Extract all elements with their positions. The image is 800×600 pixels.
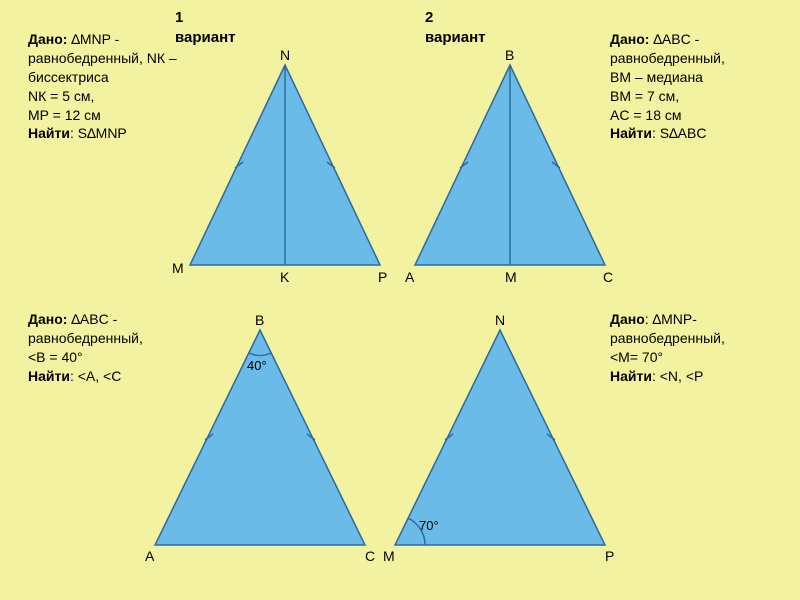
t4-left: M	[383, 548, 395, 564]
variant-2-label: 2 вариант	[425, 8, 486, 47]
triangle-4: N M P 70°	[385, 320, 615, 560]
p2-find-label: Найти	[610, 125, 652, 141]
t1-left: M	[172, 260, 184, 276]
t3-left: A	[145, 548, 154, 564]
t2-right: C	[603, 269, 613, 285]
triangle-3-svg	[145, 320, 375, 560]
t3-apex: B	[255, 312, 264, 328]
p1-find: : S∆MNP	[70, 125, 127, 141]
t2-left: A	[405, 269, 414, 285]
t4-right: P	[605, 548, 614, 564]
t4-apex: N	[495, 312, 505, 328]
p4-given-label: Дано	[610, 311, 645, 327]
t1-foot: K	[280, 269, 289, 285]
p3-find-label: Найти	[28, 368, 70, 384]
t3-right: C	[365, 548, 375, 564]
triangle-3: B A C 40°	[145, 320, 375, 560]
triangle-1: N M P K	[180, 55, 390, 285]
t4-angle: 70°	[419, 518, 439, 533]
p4-find: : <N, <P	[652, 368, 703, 384]
p2-find: : S∆ABC	[652, 125, 706, 141]
problem-4-text: Дано: ∆MNP- равнобедренный, <M= 70° Найт…	[610, 310, 780, 386]
t2-apex: B	[505, 47, 514, 63]
p2-given-label: Дано:	[610, 31, 649, 47]
p4-find-label: Найти	[610, 368, 652, 384]
triangle-2: B A C M	[405, 55, 615, 285]
triangle-1-svg	[180, 55, 390, 285]
variant-2-text: 2 вариант	[425, 9, 486, 46]
p1-find-label: Найти	[28, 125, 70, 141]
t1-apex: N	[280, 47, 290, 63]
p1-given-label: Дано:	[28, 31, 67, 47]
problem-2-text: Дано: ∆ABC - равнобедренный, BM – медиан…	[610, 30, 780, 143]
problem-1-text: Дано: ∆MNP - равнобедренный, NК – биссек…	[28, 30, 198, 143]
p3-find: : <A, <С	[70, 368, 121, 384]
triangle-2-svg	[405, 55, 615, 285]
t1-right: P	[378, 269, 387, 285]
p3-given-label: Дано:	[28, 311, 67, 327]
t2-foot: M	[505, 269, 517, 285]
t3-angle: 40°	[247, 358, 267, 373]
